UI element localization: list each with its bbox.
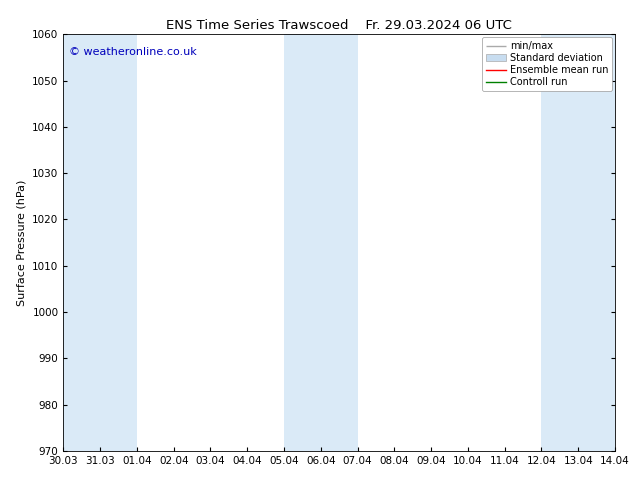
Y-axis label: Surface Pressure (hPa): Surface Pressure (hPa) — [16, 179, 27, 306]
Title: ENS Time Series Trawscoed    Fr. 29.03.2024 06 UTC: ENS Time Series Trawscoed Fr. 29.03.2024… — [166, 19, 512, 32]
Text: © weatheronline.co.uk: © weatheronline.co.uk — [69, 47, 197, 57]
Bar — [541, 34, 615, 451]
Bar — [63, 34, 137, 451]
Bar — [284, 34, 358, 451]
Legend: min/max, Standard deviation, Ensemble mean run, Controll run: min/max, Standard deviation, Ensemble me… — [482, 37, 612, 91]
